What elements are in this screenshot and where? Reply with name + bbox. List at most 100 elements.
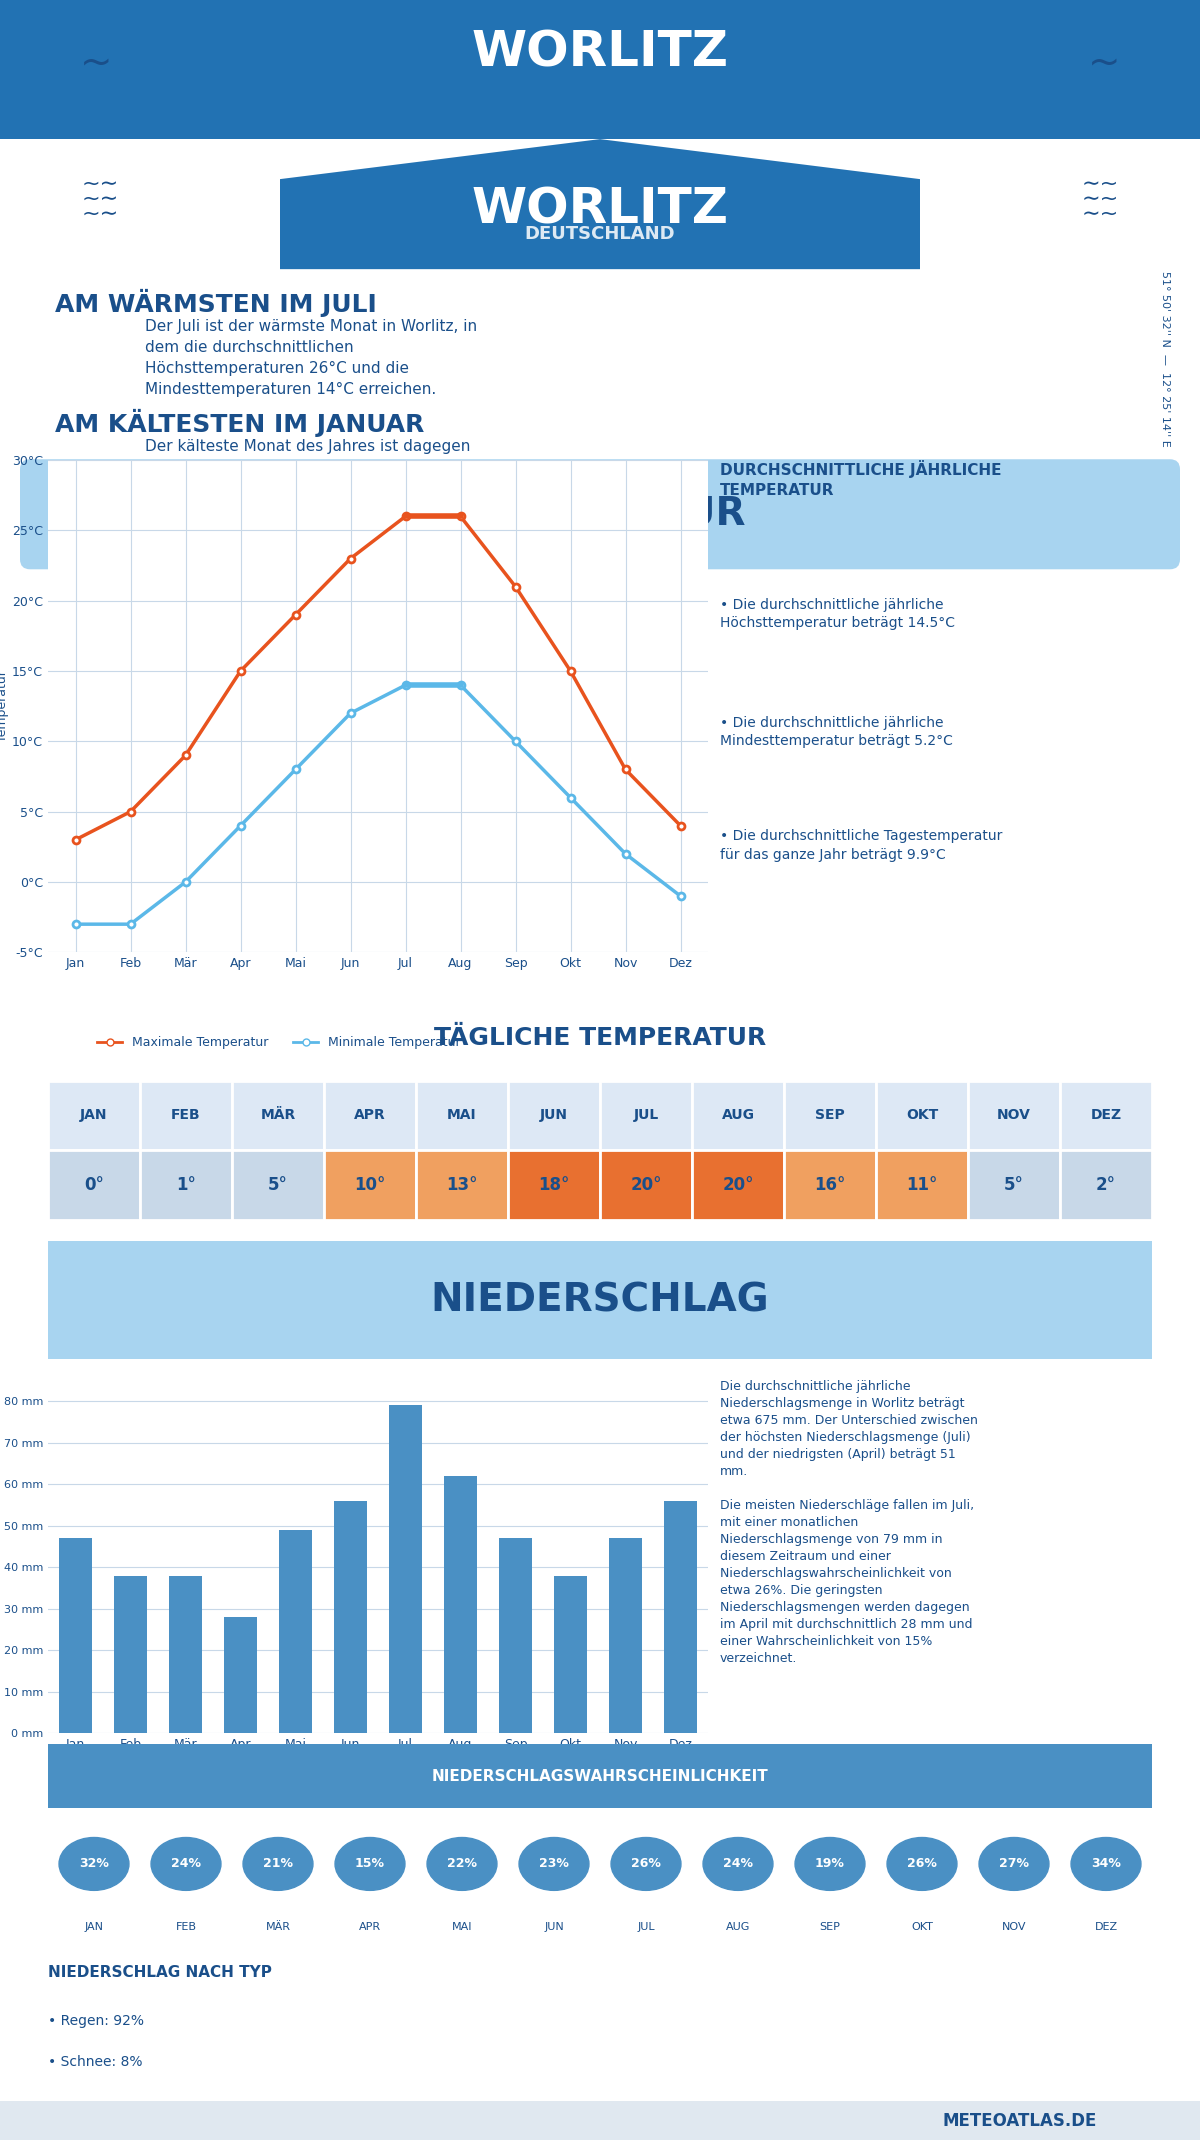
Bar <box>664 1500 697 1733</box>
Text: JAN: JAN <box>84 1922 103 1932</box>
Text: • Regen: 92%: • Regen: 92% <box>48 2014 144 2029</box>
Circle shape <box>611 1838 680 1890</box>
Circle shape <box>151 1838 221 1890</box>
Text: JUN: JUN <box>540 1109 568 1124</box>
Circle shape <box>887 1838 956 1890</box>
Text: 18°: 18° <box>539 1177 570 1194</box>
FancyBboxPatch shape <box>48 1081 140 1151</box>
Bar <box>169 1575 202 1733</box>
FancyBboxPatch shape <box>508 1081 600 1151</box>
Text: NOV: NOV <box>997 1109 1031 1124</box>
Text: OKT: OKT <box>906 1109 938 1124</box>
Text: 20°: 20° <box>722 1177 754 1194</box>
Text: • Die durchschnittliche Tagestemperatur
für das ganze Jahr beträgt 9.9°C: • Die durchschnittliche Tagestemperatur … <box>720 828 1002 862</box>
FancyBboxPatch shape <box>1060 1081 1152 1151</box>
FancyBboxPatch shape <box>324 1151 416 1220</box>
Text: DEUTSCHLAND: DEUTSCHLAND <box>524 225 676 244</box>
Text: 24%: 24% <box>722 1858 754 1870</box>
Text: ~: ~ <box>1087 43 1121 81</box>
Legend: Maximale Temperatur, Minimale Temperatur: Maximale Temperatur, Minimale Temperatur <box>92 1031 466 1055</box>
Circle shape <box>335 1838 404 1890</box>
Text: 5°: 5° <box>268 1177 288 1194</box>
Text: Der Juli ist der wärmste Monat in Worlitz, in
dem die durchschnittlichen
Höchstt: Der Juli ist der wärmste Monat in Worlit… <box>145 319 478 398</box>
FancyBboxPatch shape <box>968 1081 1060 1151</box>
Text: JUN: JUN <box>544 1922 564 1932</box>
Bar <box>554 1575 587 1733</box>
FancyBboxPatch shape <box>876 1151 968 1220</box>
FancyBboxPatch shape <box>232 1151 324 1220</box>
FancyBboxPatch shape <box>1060 1151 1152 1220</box>
FancyBboxPatch shape <box>600 1151 692 1220</box>
Text: 27%: 27% <box>998 1858 1030 1870</box>
Text: DEZ: DEZ <box>1091 1109 1122 1124</box>
Text: NIEDERSCHLAG: NIEDERSCHLAG <box>431 1282 769 1318</box>
Text: JUL: JUL <box>634 1109 659 1124</box>
FancyBboxPatch shape <box>876 1081 968 1151</box>
Text: ∼~: ∼~ <box>1081 173 1118 195</box>
Text: APR: APR <box>354 1109 386 1124</box>
Circle shape <box>979 1838 1049 1890</box>
Text: DEZ: DEZ <box>1094 1922 1117 1932</box>
Text: ~: ~ <box>79 43 113 81</box>
Text: 10°: 10° <box>354 1177 385 1194</box>
Text: 19%: 19% <box>815 1858 845 1870</box>
Text: ~∼: ~∼ <box>82 188 119 210</box>
Text: MÄR: MÄR <box>265 1922 290 1932</box>
FancyBboxPatch shape <box>784 1151 876 1220</box>
Text: ~∼: ~∼ <box>82 203 119 225</box>
Text: APR: APR <box>359 1922 382 1932</box>
Text: MAI: MAI <box>451 1922 473 1932</box>
Text: TEMPERATUR: TEMPERATUR <box>454 494 746 533</box>
Text: AUG: AUG <box>721 1109 755 1124</box>
Legend: Niederschlagssumme: Niederschlagssumme <box>156 1783 336 1804</box>
Bar <box>499 1539 532 1733</box>
Text: 1°: 1° <box>176 1177 196 1194</box>
Bar <box>224 1618 257 1733</box>
Text: 15%: 15% <box>355 1858 385 1870</box>
Polygon shape <box>300 0 900 173</box>
Text: AM WÄRMSTEN IM JULI: AM WÄRMSTEN IM JULI <box>55 289 377 317</box>
Circle shape <box>796 1838 865 1890</box>
Text: 13°: 13° <box>446 1177 478 1194</box>
Circle shape <box>427 1838 497 1890</box>
Text: 26%: 26% <box>631 1858 661 1870</box>
Text: JUL: JUL <box>637 1922 655 1932</box>
Text: 26%: 26% <box>907 1858 937 1870</box>
Text: • Schnee: 8%: • Schnee: 8% <box>48 2054 143 2069</box>
Circle shape <box>244 1838 313 1890</box>
Text: NIEDERSCHLAG NACH TYP: NIEDERSCHLAG NACH TYP <box>48 1965 272 1980</box>
Text: ∼~: ∼~ <box>1081 203 1118 225</box>
Text: Der kälteste Monat des Jahres ist dagegen
der Januar mit Höchsttemperaturen von : Der kälteste Monat des Jahres ist dagege… <box>145 439 485 496</box>
Text: MAI: MAI <box>448 1109 476 1124</box>
Text: • Die durchschnittliche jährliche
Höchsttemperatur beträgt 14.5°C: • Die durchschnittliche jährliche Höchst… <box>720 597 955 631</box>
Text: WORLITZ: WORLITZ <box>472 28 728 77</box>
Text: NOV: NOV <box>1002 1922 1026 1932</box>
Text: MÄR: MÄR <box>260 1109 295 1124</box>
Text: 23%: 23% <box>539 1858 569 1870</box>
Bar <box>278 1530 312 1733</box>
Text: 34%: 34% <box>1091 1858 1121 1870</box>
FancyBboxPatch shape <box>692 1081 784 1151</box>
FancyBboxPatch shape <box>0 0 1200 139</box>
FancyBboxPatch shape <box>416 1151 508 1220</box>
Text: 20°: 20° <box>630 1177 661 1194</box>
Text: 2°: 2° <box>1096 1177 1116 1194</box>
Text: METEOATLAS.DE: METEOATLAS.DE <box>943 2112 1097 2129</box>
Text: FEB: FEB <box>172 1109 200 1124</box>
Text: Die durchschnittliche jährliche
Niederschlagsmenge in Worlitz beträgt
etwa 675 m: Die durchschnittliche jährliche Niedersc… <box>720 1380 978 1665</box>
Text: 5°: 5° <box>1004 1177 1024 1194</box>
Bar <box>610 1539 642 1733</box>
Y-axis label: Temperatur: Temperatur <box>0 670 10 743</box>
Text: SEP: SEP <box>815 1109 845 1124</box>
Text: 24%: 24% <box>172 1858 202 1870</box>
FancyBboxPatch shape <box>784 1081 876 1151</box>
Text: TÄGLICHE TEMPERATUR: TÄGLICHE TEMPERATUR <box>434 1025 766 1051</box>
Text: 21%: 21% <box>263 1858 293 1870</box>
FancyBboxPatch shape <box>416 1081 508 1151</box>
Text: ∼~: ∼~ <box>1081 188 1118 210</box>
Text: JAN: JAN <box>80 1109 108 1124</box>
Text: 22%: 22% <box>446 1858 478 1870</box>
FancyBboxPatch shape <box>324 1081 416 1151</box>
Text: AUG: AUG <box>726 1922 750 1932</box>
Text: 16°: 16° <box>815 1177 846 1194</box>
